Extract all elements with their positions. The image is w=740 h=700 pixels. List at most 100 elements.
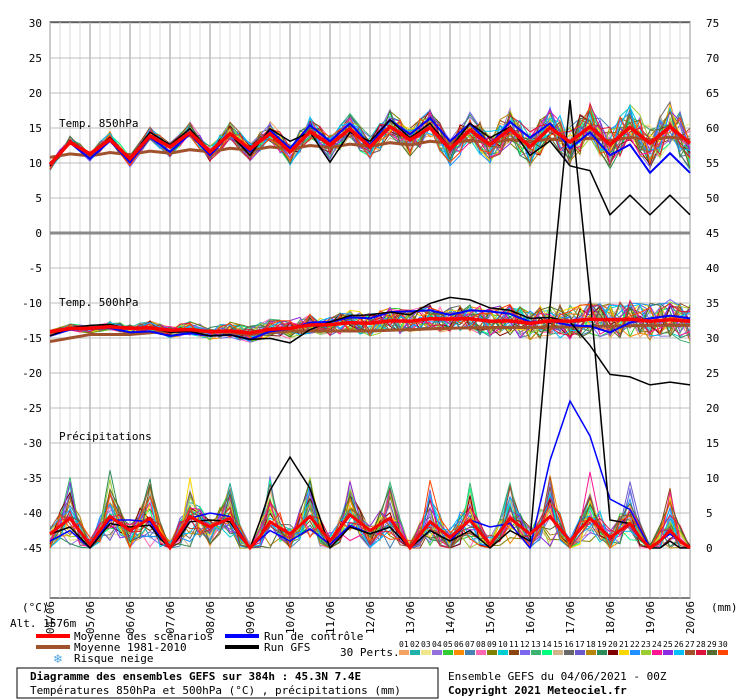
pert-label: 03 [421,640,431,649]
pert-swatch [674,650,684,655]
pert-label: 22 [630,640,640,649]
x-tick-label: 10/06 [284,601,297,634]
pert-swatch [608,650,618,655]
x-tick-label: 15/06 [484,601,497,634]
pert-label: 02 [410,640,420,649]
right-tick-label: 60 [706,122,719,135]
x-tick-label: 13/06 [404,601,417,634]
pert-swatch [443,650,453,655]
x-tick-label: 04/06 [44,601,57,634]
t500-mean-line [49,317,691,335]
pert-label: 29 [707,640,717,649]
pert-label: 14 [542,640,552,649]
left-tick-label: -5 [29,262,42,275]
x-tick-label: 11/06 [324,601,337,634]
legend-label-control: Run de contrôle [264,630,363,643]
pert-swatch [498,650,508,655]
legend-swatch-control [225,634,259,638]
panel-label-t500: Temp. 500hPa [59,296,138,309]
right-tick-label: 50 [706,192,719,205]
pert-label: 01 [399,640,409,649]
title-box [16,667,439,699]
pert-label: 16 [564,640,574,649]
precip-mean-line [49,512,691,551]
left-tick-label: 30 [29,17,42,30]
pert-label: 28 [696,640,706,649]
pert-label: 18 [586,640,596,649]
x-tick-label: 16/06 [524,601,537,634]
pert-label: 25 [663,640,673,649]
pert-label: 09 [487,640,497,649]
left-tick-label: -10 [22,297,42,310]
right-tick-label: 40 [706,262,719,275]
pert-swatch [432,650,442,655]
pert-label: 11 [509,640,519,649]
pert-label: 08 [476,640,486,649]
right-tick-label: 45 [706,227,719,240]
pert-swatch [718,650,728,655]
pert-swatch [531,650,541,655]
perts-legend: 01 02 03 04 05 06 07 08 09 10 11 12 13 14 15 16 17 18 19 20… [399,640,728,655]
legend-label-snow: Risque neige [74,652,153,665]
legend: Moyenne des scénarios Moyenne 1981-2010 … [36,630,728,666]
x-tick-label: 12/06 [364,601,377,634]
x-tick-label: 18/06 [604,601,617,634]
left-tick-label: -25 [22,402,42,415]
pert-swatch [520,650,530,655]
x-tick-label: 08/06 [204,601,217,634]
pert-label: 20 [608,640,618,649]
left-tick-label: 15 [29,122,42,135]
pert-swatch [509,650,519,655]
pert-label: 23 [641,640,651,649]
pert-swatch [663,650,673,655]
axes: 302520151050-5-10-15-20-25-30-35-40-4575… [22,17,719,634]
right-tick-label: 10 [706,472,719,485]
pert-swatch [597,650,607,655]
x-tick-label: 17/06 [564,601,577,634]
pert-label: 05 [443,640,453,649]
pert-label: 26 [674,640,684,649]
x-tick-label: 19/06 [644,601,657,634]
pert-label: 06 [454,640,464,649]
left-tick-label: 20 [29,87,42,100]
left-tick-label: 0 [35,227,42,240]
pert-label: 12 [520,640,530,649]
precip-gfs-line [49,99,690,550]
pert-label: 13 [531,640,541,649]
left-tick-label: 5 [35,192,42,205]
left-tick-label: 10 [29,157,42,170]
right-tick-label: 75 [706,17,719,30]
left-tick-label: -35 [22,472,42,485]
x-tick-label: 06/06 [124,601,137,634]
x-tick-label: 05/06 [84,601,97,634]
pert-swatch [553,650,563,655]
pert-swatch [630,650,640,655]
legend-swatch-gfs [225,645,259,649]
chart-title: Diagramme des ensembles GEFS sur 384h : … [30,670,361,683]
pert-swatch [487,650,497,655]
pert-swatch [641,650,651,655]
precip-member-line [49,486,690,550]
pert-swatch [476,650,486,655]
x-tick-label: 07/06 [164,601,177,634]
pert-label: 04 [432,640,442,649]
legend-swatch-clim [36,645,70,649]
legend-label-clim: Moyenne 1981-2010 [74,641,187,654]
right-tick-label: 70 [706,52,719,65]
legend-label-gfs: Run GFS [264,641,310,654]
run-info: Ensemble GEFS du 04/06/2021 - 00Z [448,670,667,683]
panel-label-t850: Temp. 850hPa [59,117,138,130]
legend-swatch-mean [36,634,70,638]
panel-label-precip: Précipitations [59,430,152,443]
left-tick-label: -45 [22,542,42,555]
pert-swatch [696,650,706,655]
left-tick-label: 25 [29,52,42,65]
pert-swatch [707,650,717,655]
right-tick-label: 20 [706,402,719,415]
pert-swatch [564,650,574,655]
x-tick-label: 20/06 [684,601,697,634]
pert-swatch [586,650,596,655]
pert-swatch [465,650,475,655]
copyright: Copyright 2021 Meteociel.fr [448,684,627,697]
pert-swatch [454,650,464,655]
